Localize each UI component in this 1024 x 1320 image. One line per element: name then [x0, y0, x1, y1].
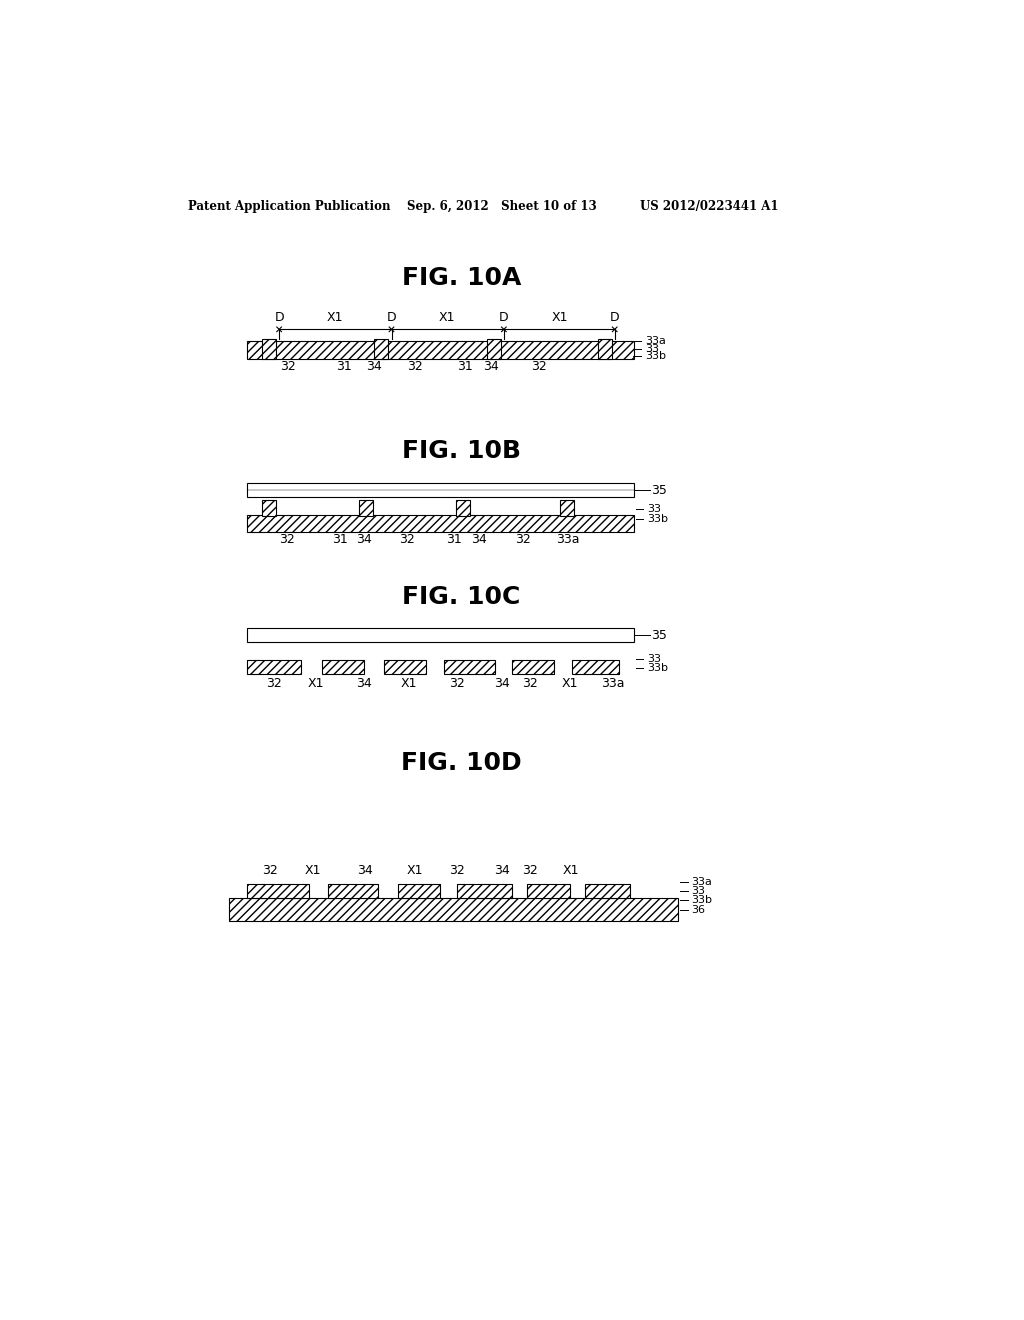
Text: Patent Application Publication: Patent Application Publication [188, 199, 391, 213]
Text: 32: 32 [262, 865, 278, 878]
Text: 34: 34 [356, 533, 373, 546]
Text: FIG. 10D: FIG. 10D [401, 751, 521, 775]
Text: 32: 32 [279, 533, 295, 546]
Bar [262, 499, 276, 516]
Text: 33b: 33b [645, 351, 666, 362]
Text: X1: X1 [400, 677, 417, 690]
Text: D: D [387, 312, 396, 325]
Bar [456, 499, 470, 516]
Text: 33b: 33b [691, 895, 713, 906]
Text: 33a: 33a [601, 677, 624, 690]
Text: US 2012/0223441 A1: US 2012/0223441 A1 [640, 199, 778, 213]
Text: 34: 34 [495, 677, 510, 690]
Bar [572, 660, 618, 675]
Text: 34: 34 [471, 533, 487, 546]
Text: 32: 32 [522, 677, 538, 690]
Text: 32: 32 [450, 865, 465, 878]
Bar [247, 515, 634, 532]
Text: 33: 33 [647, 504, 662, 513]
Bar [560, 499, 574, 516]
Bar [247, 341, 634, 359]
Text: Sep. 6, 2012   Sheet 10 of 13: Sep. 6, 2012 Sheet 10 of 13 [407, 199, 597, 213]
Text: 32: 32 [530, 360, 547, 372]
Bar [397, 884, 440, 898]
Text: 32: 32 [399, 533, 415, 546]
Bar [512, 660, 554, 675]
Text: 31: 31 [336, 360, 352, 372]
Text: D: D [499, 312, 509, 325]
Text: 33b: 33b [647, 513, 669, 524]
Text: 32: 32 [407, 360, 423, 372]
Bar [444, 660, 495, 675]
Text: 33: 33 [647, 653, 662, 664]
Text: D: D [274, 312, 284, 325]
Text: X1: X1 [439, 312, 456, 325]
Text: X1: X1 [327, 312, 343, 325]
Text: 33b: 33b [647, 663, 669, 673]
Text: 34: 34 [495, 865, 510, 878]
Bar [598, 339, 611, 359]
Text: X1: X1 [407, 865, 423, 878]
Bar [586, 884, 630, 898]
Text: 31: 31 [332, 533, 347, 546]
Text: 32: 32 [280, 360, 296, 372]
Text: X1: X1 [552, 312, 568, 325]
Text: 31: 31 [458, 360, 473, 372]
Bar [458, 884, 512, 898]
Text: 33: 33 [691, 887, 706, 896]
Text: FIG. 10C: FIG. 10C [402, 585, 520, 610]
Text: 31: 31 [446, 533, 462, 546]
Bar [328, 884, 378, 898]
Text: 34: 34 [356, 677, 373, 690]
Bar [486, 339, 501, 359]
Text: 35: 35 [651, 483, 667, 496]
Text: 34: 34 [357, 865, 373, 878]
Bar [359, 499, 373, 516]
Text: 32: 32 [515, 533, 531, 546]
Text: FIG. 10B: FIG. 10B [401, 440, 521, 463]
Text: X1: X1 [304, 865, 321, 878]
Text: 36: 36 [691, 906, 706, 915]
Bar [375, 339, 388, 359]
Bar [247, 884, 308, 898]
Bar [247, 628, 634, 642]
Text: 32: 32 [266, 677, 282, 690]
Text: 35: 35 [651, 628, 667, 642]
Bar [262, 339, 276, 359]
Text: X1: X1 [563, 865, 580, 878]
Bar [228, 898, 678, 921]
Text: 33a: 33a [691, 878, 713, 887]
Bar [322, 660, 365, 675]
Bar [247, 660, 301, 675]
Text: X1: X1 [561, 677, 578, 690]
Text: D: D [610, 312, 620, 325]
Bar [247, 483, 634, 498]
Bar [527, 884, 569, 898]
Bar [384, 660, 426, 675]
Text: 33a: 33a [645, 335, 666, 346]
Text: FIG. 10A: FIG. 10A [401, 265, 521, 290]
Text: 33: 33 [645, 345, 658, 354]
Text: 33a: 33a [556, 533, 580, 546]
Text: X1: X1 [307, 677, 324, 690]
Text: 34: 34 [366, 360, 382, 372]
Text: 32: 32 [450, 677, 465, 690]
Text: 32: 32 [522, 865, 538, 878]
Text: 34: 34 [483, 360, 499, 372]
